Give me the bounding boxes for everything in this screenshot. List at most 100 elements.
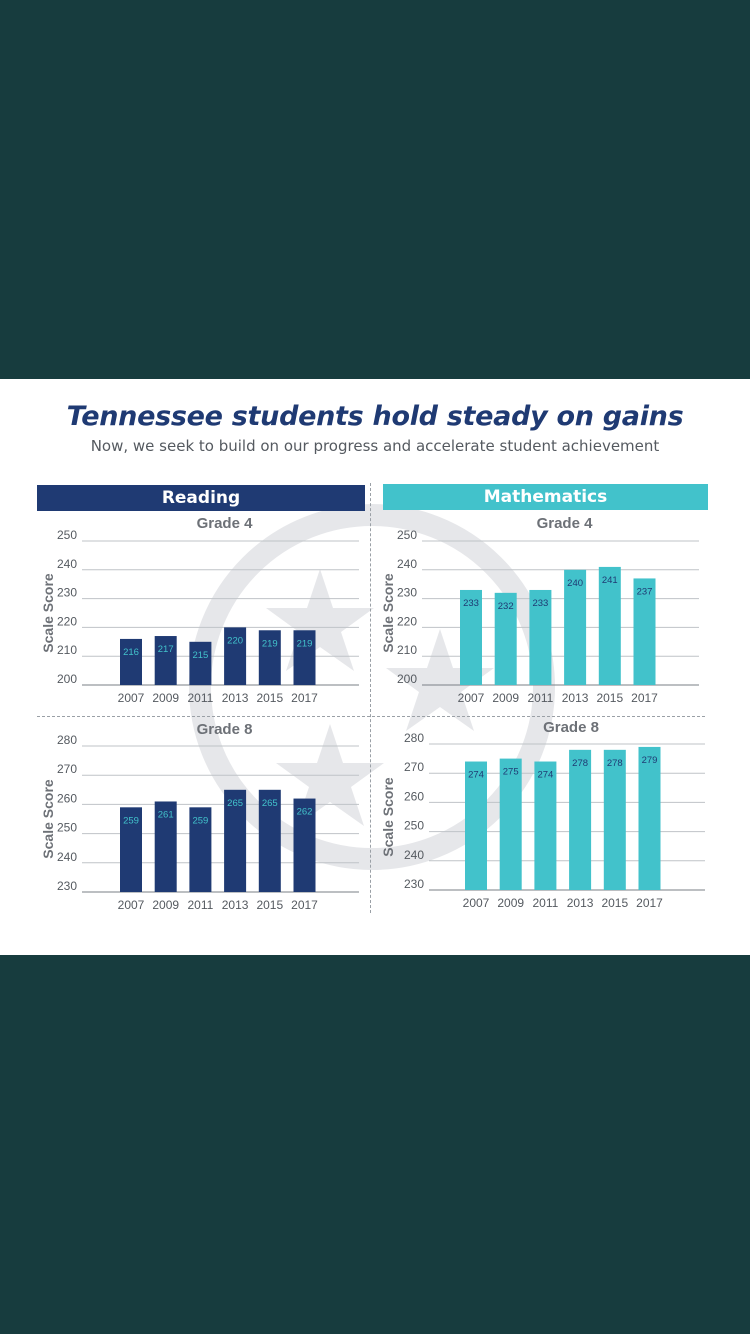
- math-grade4-bar: [529, 589, 552, 685]
- reading-grade8-value-label: 259: [192, 815, 208, 826]
- math-grade4-ytick-label: 240: [397, 557, 417, 571]
- math-grade8-bar: [603, 749, 626, 890]
- math-grade8-chart: Grade 8 230 240 250 260 270 280 Scale Score 274 2…: [380, 719, 705, 910]
- reading-grade8-ytick-label: 260: [57, 791, 77, 805]
- math-grade8-value-label: 274: [468, 770, 484, 781]
- math-grade4-ytick-label: 230: [397, 586, 417, 600]
- math-grade8-bar: [465, 761, 487, 890]
- reading-grade4-title: Grade 4: [197, 515, 254, 532]
- reading-grade4-value-label: 217: [158, 644, 174, 655]
- math-grade4-ytick-label: 210: [397, 643, 417, 657]
- horizontal-divider: [37, 716, 705, 717]
- math-grade8-ytick-label: 260: [404, 789, 424, 803]
- reading-grade8-xtick-label: 2013: [222, 898, 249, 912]
- math-grade8-xtick-label: 2009: [497, 896, 524, 910]
- math-grade8-bar: [638, 746, 661, 890]
- math-grade8-ylabel: Scale Score: [380, 777, 396, 857]
- reading-grade4-value-label: 216: [123, 647, 139, 658]
- reading-grade8-xtick-label: 2017: [291, 898, 318, 912]
- vertical-divider: [370, 483, 371, 913]
- math-grade8-xtick-label: 2007: [463, 896, 490, 910]
- math-grade4-value-label: 233: [532, 598, 548, 609]
- reading-grade4-bar: [154, 636, 177, 685]
- reading-grade4-value-label: 219: [262, 638, 278, 649]
- math-grade8-xtick-label: 2013: [567, 896, 594, 910]
- reading-grade8-xtick-label: 2015: [256, 898, 283, 912]
- math-grade4-bar: [564, 569, 587, 685]
- reading-grade4-bar: [189, 641, 212, 685]
- reading-grade4-ytick-label: 230: [57, 586, 77, 600]
- math-grade8-ytick-label: 240: [404, 848, 424, 862]
- math-grade4-chart: Grade 4 200 210 220 230 240 250 Scale Score 233 2…: [380, 515, 699, 705]
- reading-grade4-ytick-label: 220: [57, 614, 77, 628]
- math-grade8-value-label: 279: [642, 755, 658, 766]
- math-grade4-bar: [598, 566, 621, 685]
- reading-grade8-bar: [189, 807, 212, 892]
- math-grade8-ytick-label: 250: [404, 819, 424, 833]
- math-grade8-xtick-label: 2011: [532, 896, 558, 910]
- reading-grade8-ytick-label: 240: [57, 850, 77, 864]
- math-grade8-ytick-label: 280: [404, 731, 424, 745]
- reading-grade4-chart: Grade 4 200 210 220 230 240 250 Scale Score 216 2…: [40, 515, 359, 705]
- reading-grade4-bar: [120, 638, 142, 685]
- infographic-card: Tennessee students hold steady on gains …: [0, 379, 750, 955]
- reading-grade8-bar: [120, 807, 142, 892]
- math-grade4-value-label: 241: [602, 575, 618, 586]
- math-grade8-ytick-label: 230: [404, 877, 424, 891]
- reading-grade8-value-label: 265: [227, 798, 243, 809]
- math-grade4-bar: [633, 578, 656, 685]
- math-grade4-value-label: 237: [637, 586, 653, 597]
- reading-grade8-ytick-label: 230: [57, 879, 77, 893]
- math-grade4-ylabel: Scale Score: [380, 573, 396, 653]
- reading-grade4-bar: [224, 627, 247, 685]
- reading-grade4-ylabel: Scale Score: [40, 573, 56, 653]
- math-grade4-value-label: 240: [567, 578, 583, 589]
- reading-grade8-title: Grade 8: [197, 721, 253, 738]
- reading-grade8-value-label: 259: [123, 815, 139, 826]
- reading-grade4-bar: [258, 630, 281, 685]
- reading-grade8-xtick-label: 2011: [187, 898, 213, 912]
- math-grade4-ytick-label: 220: [397, 614, 417, 628]
- math-grade8-ytick-label: 270: [404, 760, 424, 774]
- reading-grade8-xtick-label: 2007: [118, 898, 145, 912]
- math-grade4-ytick-label: 250: [397, 528, 417, 542]
- reading-grade8-bar: [154, 801, 177, 892]
- reading-section-header: Reading: [37, 485, 365, 511]
- reading-grade8-value-label: 261: [158, 809, 174, 820]
- reading-grade8-bar: [258, 789, 281, 892]
- reading-grade4-ytick-label: 210: [57, 643, 77, 657]
- math-grade8-bar: [569, 749, 592, 890]
- page-title: Tennessee students hold steady on gains: [66, 401, 684, 432]
- math-grade4-value-label: 232: [498, 601, 514, 612]
- reading-grade4-bar: [293, 630, 316, 685]
- reading-grade4-xtick-label: 2013: [222, 691, 249, 705]
- reading-grade4-value-label: 220: [227, 635, 243, 646]
- reading-grade8-chart: Grade 8 230 240 250 260 270 280 Scale Score 259 2…: [40, 721, 359, 912]
- reading-grade4-ytick-label: 250: [57, 528, 77, 542]
- reading-grade8-value-label: 262: [297, 807, 313, 818]
- reading-grade4-xtick-label: 2011: [187, 691, 213, 705]
- math-grade8-bar: [499, 758, 522, 890]
- math-section-header: Mathematics: [383, 484, 708, 510]
- reading-grade4-value-label: 219: [297, 638, 313, 649]
- math-grade4-xtick-label: 2007: [458, 691, 485, 705]
- math-grade8-bar: [534, 761, 557, 890]
- page-subtitle: Now, we seek to build on our progress an…: [90, 437, 660, 455]
- math-grade4-ytick-label: 200: [397, 672, 417, 686]
- math-grade4-bar: [494, 592, 517, 685]
- reading-grade4-ytick-label: 240: [57, 557, 77, 571]
- reading-grade4-xtick-label: 2007: [118, 691, 145, 705]
- math-grade4-xtick-label: 2011: [527, 691, 553, 705]
- math-grade4-xtick-label: 2017: [631, 691, 658, 705]
- reading-grade4-ytick-label: 200: [57, 672, 77, 686]
- reading-grade8-bar: [293, 798, 316, 892]
- math-grade8-value-label: 278: [572, 758, 588, 769]
- reading-grade8-ytick-label: 250: [57, 821, 77, 835]
- math-grade8-value-label: 274: [537, 770, 553, 781]
- reading-grade8-xtick-label: 2009: [152, 898, 179, 912]
- math-grade4-bar: [460, 589, 482, 685]
- reading-grade8-ytick-label: 280: [57, 733, 77, 747]
- math-grade8-xtick-label: 2017: [636, 896, 663, 910]
- reading-grade8-ylabel: Scale Score: [40, 779, 56, 859]
- math-grade4-title: Grade 4: [537, 515, 594, 532]
